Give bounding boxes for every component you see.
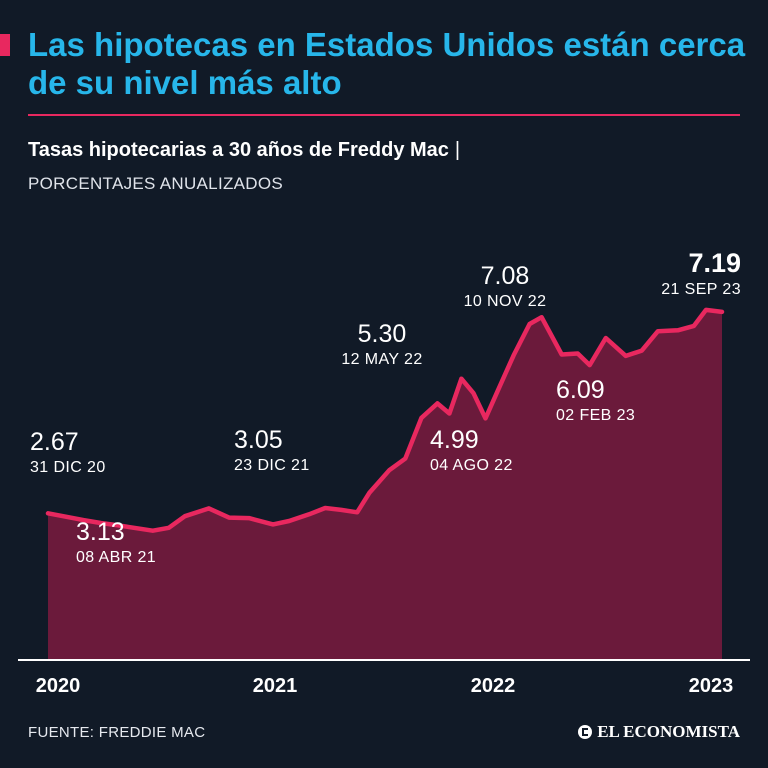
- annotation-date: 12 MAY 22: [341, 351, 422, 368]
- data-annotation: 2.67 31 DIC 20: [30, 428, 106, 476]
- data-annotation: 5.30 12 MAY 22: [341, 320, 422, 368]
- annotation-value: 5.30: [358, 320, 407, 348]
- annotation-date: 23 DIC 21: [234, 457, 310, 474]
- annotation-date: 31 DIC 20: [30, 459, 106, 476]
- series-area-fill: [48, 309, 722, 660]
- chart-subtitle: Tasas hipotecarias a 30 años de Freddy M…: [28, 139, 460, 162]
- annotation-date: 21 SEP 23: [661, 281, 741, 298]
- x-tick-label: 2023: [689, 675, 734, 697]
- annotation-value: 4.99: [430, 426, 479, 454]
- source-note: FUENTE: FREDDIE MAC: [28, 724, 206, 741]
- data-annotation: 6.09 02 FEB 23: [556, 376, 635, 424]
- annotation-date: 04 AGO 22: [430, 457, 513, 474]
- annotation-date: 10 NOV 22: [464, 293, 547, 310]
- x-tick-label: 2022: [471, 675, 516, 697]
- data-annotation: 7.19 21 SEP 23: [661, 248, 741, 298]
- brand-logo: EL ECONOMISTA: [578, 722, 740, 742]
- subtitle-text: Tasas hipotecarias a 30 años de Freddy M…: [28, 139, 449, 161]
- annotation-value: 3.05: [234, 426, 283, 454]
- header-divider: [28, 114, 740, 116]
- data-annotation: 3.13 08 ABR 21: [76, 518, 156, 566]
- annotation-value: 7.08: [481, 262, 530, 290]
- data-annotation: 7.08 10 NOV 22: [464, 262, 547, 310]
- annotation-value: 3.13: [76, 518, 125, 546]
- x-tick-label: 2020: [36, 675, 81, 697]
- annotation-date: 02 FEB 23: [556, 407, 635, 424]
- brand-mark-icon: [578, 725, 593, 739]
- data-annotation: 4.99 04 AGO 22: [430, 426, 513, 474]
- title-accent-bar: [0, 34, 10, 56]
- units-label: PORCENTAJES ANUALIZADOS: [28, 174, 284, 193]
- brand-name: EL ECONOMISTA: [597, 722, 740, 741]
- annotation-value: 2.67: [30, 428, 79, 456]
- data-annotation: 3.05 23 DIC 21: [234, 426, 310, 474]
- chart-headline: Las hipotecas en Estados Unidos están ce…: [28, 26, 746, 101]
- x-tick-label: 2021: [253, 675, 298, 697]
- annotation-layer: 2.67 31 DIC 20 3.13 08 ABR 21 3.05 23 DIC 21 5…: [30, 248, 741, 566]
- plot-layer: [45, 307, 725, 660]
- annotation-value: 7.19: [688, 248, 741, 278]
- subtitle-separator: |: [454, 139, 461, 161]
- annotation-date: 08 ABR 21: [76, 549, 156, 566]
- annotation-value: 6.09: [556, 376, 605, 404]
- x-axis: 2020 2021 2022 2023: [18, 659, 750, 697]
